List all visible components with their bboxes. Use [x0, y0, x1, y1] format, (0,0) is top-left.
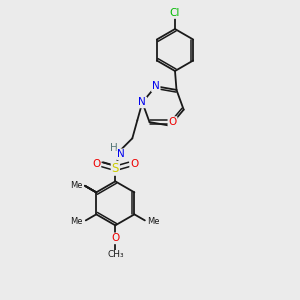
Text: O: O: [111, 233, 119, 243]
Text: O: O: [168, 117, 177, 127]
Text: Me: Me: [148, 217, 160, 226]
Text: Me: Me: [70, 181, 83, 190]
Text: O: O: [92, 159, 100, 170]
Text: N: N: [138, 98, 146, 107]
Text: Me: Me: [70, 217, 83, 226]
Text: H: H: [110, 143, 118, 153]
Text: N: N: [117, 149, 125, 159]
Text: O: O: [130, 159, 138, 170]
Text: S: S: [112, 162, 119, 175]
Text: N: N: [152, 81, 160, 91]
Text: CH₃: CH₃: [107, 250, 124, 259]
Text: Cl: Cl: [170, 8, 180, 18]
